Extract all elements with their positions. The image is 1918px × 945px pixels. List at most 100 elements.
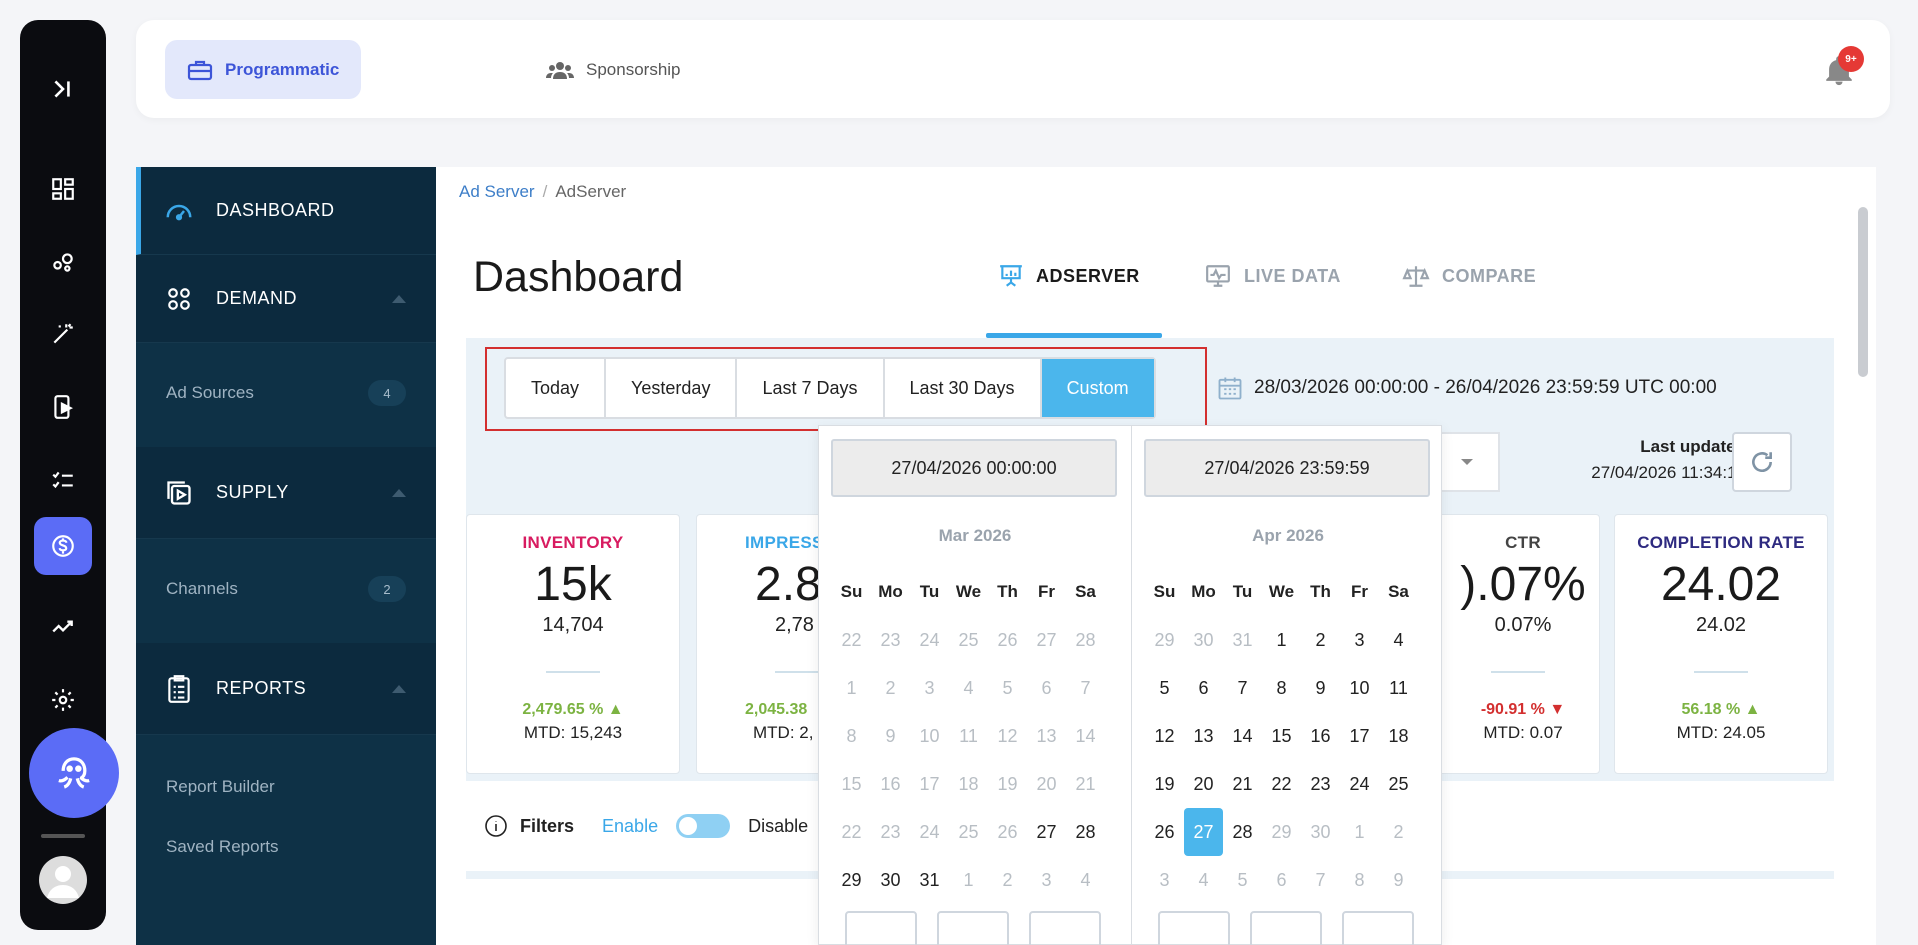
day-cell[interactable]: 6: [1198, 677, 1209, 698]
day-cell[interactable]: 5: [1159, 677, 1170, 698]
nav-channels[interactable]: Channels: [166, 579, 238, 598]
nav-ad-sources[interactable]: Ad Sources: [166, 383, 254, 402]
day-cell[interactable]: 26: [1154, 821, 1175, 842]
day-cell[interactable]: 22: [841, 821, 862, 842]
selected-date-range[interactable]: 28/03/2026 00:00:00 - 26/04/2026 23:59:5…: [1216, 374, 1717, 402]
day-cell[interactable]: 24: [919, 629, 940, 650]
analytics-trend-icon[interactable]: [39, 602, 87, 650]
octopus-logo-icon[interactable]: [29, 728, 119, 818]
filters-disable-label[interactable]: Disable: [748, 815, 809, 836]
day-cell[interactable]: 11: [959, 725, 978, 746]
day-cell[interactable]: 3: [1041, 869, 1052, 890]
day-cell[interactable]: 24: [919, 821, 940, 842]
day-cell[interactable]: 30: [1193, 629, 1214, 650]
day-cell[interactable]: 1: [1276, 629, 1287, 650]
day-cell[interactable]: 27: [1036, 629, 1057, 650]
expand-rail-icon[interactable]: [39, 65, 87, 113]
range-last-30-days-button[interactable]: Last 30 Days: [885, 359, 1042, 417]
day-cell[interactable]: 31: [919, 869, 940, 890]
day-cell[interactable]: 15: [1271, 725, 1292, 746]
day-cell[interactable]: 23: [880, 821, 901, 842]
timezone-dropdown[interactable]: [1436, 432, 1500, 492]
tab-programmatic[interactable]: Programmatic: [165, 40, 362, 99]
day-cell[interactable]: 31: [1232, 629, 1253, 650]
day-cell[interactable]: 18: [1388, 725, 1409, 746]
tab-adserver[interactable]: ADSERVER: [998, 263, 1140, 289]
day-cell[interactable]: 3: [1354, 629, 1365, 650]
day-cell[interactable]: 8: [1276, 677, 1287, 698]
day-cell[interactable]: 29: [1154, 629, 1175, 650]
day-cell[interactable]: 6: [1276, 869, 1287, 890]
day-cell[interactable]: 26: [997, 629, 1018, 650]
nav-demand[interactable]: DEMAND: [136, 255, 436, 343]
day-cell[interactable]: 16: [1310, 725, 1331, 746]
filters-enable-label[interactable]: Enable: [602, 815, 659, 836]
day-cell[interactable]: 20: [1193, 773, 1214, 794]
day-cell[interactable]: 22: [841, 629, 862, 650]
refresh-button[interactable]: [1732, 432, 1792, 492]
day-cell[interactable]: 25: [958, 629, 979, 650]
start-date-input[interactable]: 27/04/2026 00:00:00: [831, 439, 1117, 497]
day-cell[interactable]: 8: [1354, 869, 1365, 890]
day-cell[interactable]: 29: [841, 869, 862, 890]
bubbles-icon[interactable]: [39, 238, 87, 286]
day-cell[interactable]: 19: [997, 773, 1018, 794]
day-cell[interactable]: 4: [963, 677, 974, 698]
day-cell[interactable]: 29: [1271, 821, 1292, 842]
day-cell[interactable]: 2: [1315, 629, 1326, 650]
day-cell[interactable]: 19: [1154, 773, 1175, 794]
day-cell[interactable]: 1: [846, 677, 857, 698]
start-hour-select[interactable]: [845, 911, 917, 945]
day-cell[interactable]: 13: [1036, 725, 1057, 746]
day-cell[interactable]: 21: [1232, 773, 1253, 794]
day-cell[interactable]: 27: [1036, 821, 1057, 842]
day-cell[interactable]: 4: [1198, 869, 1209, 890]
day-cell[interactable]: 12: [997, 725, 1018, 746]
day-cell[interactable]: 1: [1354, 821, 1365, 842]
range-yesterday-button[interactable]: Yesterday: [606, 359, 738, 417]
nav-reports[interactable]: REPORTS: [136, 643, 436, 735]
day-cell[interactable]: 2: [1393, 821, 1404, 842]
collapse-caret-icon[interactable]: [392, 488, 406, 497]
day-cell[interactable]: 7: [1315, 869, 1326, 890]
end-second-select[interactable]: [1342, 911, 1414, 945]
breadcrumb-ad-server[interactable]: Ad Server: [459, 182, 535, 201]
day-cell[interactable]: 28: [1075, 821, 1096, 842]
day-cell[interactable]: 8: [846, 725, 857, 746]
day-cell[interactable]: 2: [1002, 869, 1013, 890]
day-cell[interactable]: 5: [1237, 869, 1248, 890]
day-cell[interactable]: 9: [1393, 869, 1404, 890]
day-cell[interactable]: 28: [1075, 629, 1096, 650]
day-cell[interactable]: 23: [880, 629, 901, 650]
end-date-input[interactable]: 27/04/2026 23:59:59: [1144, 439, 1430, 497]
nav-supply[interactable]: SUPPLY: [136, 447, 436, 539]
day-cell[interactable]: 3: [924, 677, 935, 698]
magic-wand-icon[interactable]: [39, 310, 87, 358]
tab-sponsorship[interactable]: Sponsorship: [524, 40, 703, 99]
day-cell[interactable]: 10: [919, 725, 940, 746]
user-avatar-icon[interactable]: [39, 856, 87, 904]
settings-gear-icon[interactable]: [39, 676, 87, 724]
nav-dashboard[interactable]: DASHBOARD: [136, 167, 436, 255]
collapse-caret-icon[interactable]: [392, 684, 406, 693]
day-cell[interactable]: 7: [1237, 677, 1248, 698]
day-cell[interactable]: 26: [997, 821, 1018, 842]
day-cell[interactable]: 12: [1154, 725, 1175, 746]
range-custom-button[interactable]: Custom: [1041, 359, 1154, 417]
day-cell[interactable]: 1: [963, 869, 974, 890]
mobile-play-icon[interactable]: [39, 383, 87, 431]
end-minute-select[interactable]: [1250, 911, 1322, 945]
nav-report-builder[interactable]: Report Builder: [166, 777, 275, 796]
day-cell[interactable]: 5: [1002, 677, 1013, 698]
billing-dollar-icon[interactable]: [34, 517, 92, 575]
day-cell[interactable]: 21: [1075, 773, 1096, 794]
day-cell[interactable]: 30: [880, 869, 901, 890]
filters-toggle[interactable]: [676, 814, 731, 838]
range-today-button[interactable]: Today: [506, 359, 607, 417]
day-cell[interactable]: 28: [1232, 821, 1253, 842]
day-cell[interactable]: 14: [1075, 725, 1096, 746]
day-cell[interactable]: 2: [885, 677, 896, 698]
day-cell[interactable]: 25: [1388, 773, 1409, 794]
day-cell[interactable]: 20: [1036, 773, 1057, 794]
tab-compare[interactable]: COMPARE: [1402, 263, 1536, 289]
